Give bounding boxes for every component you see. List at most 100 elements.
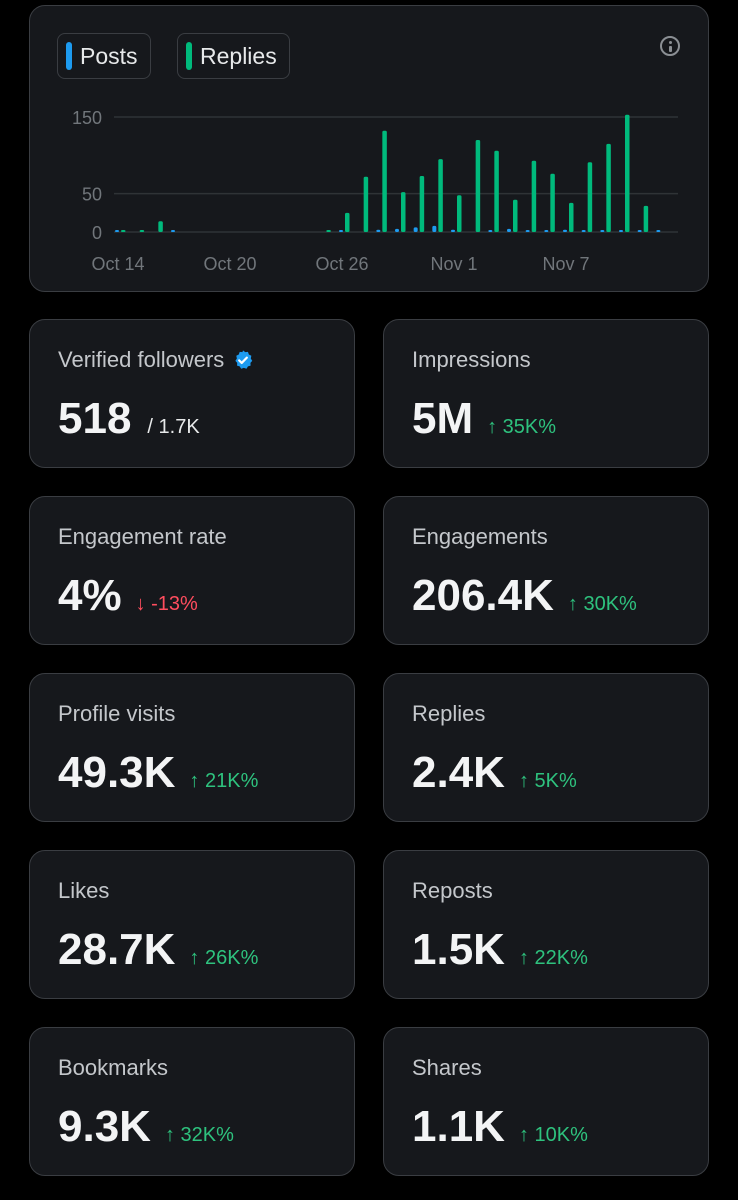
posts-bar[interactable] [414,227,418,232]
replies-bar[interactable] [158,221,163,232]
replies-bar[interactable] [401,192,406,232]
posts-bar[interactable] [656,230,660,232]
replies-bar[interactable] [457,195,462,232]
analytics-chart-card: Posts Replies 0 50 150 Oct 14 Oct 20 Oct 26 No… [29,5,709,292]
replies-bar[interactable] [513,200,518,232]
stat-value-row: 2.4K ↑ 5K% [412,748,577,798]
x-tick-label: Oct 20 [203,254,256,274]
posts-bar[interactable] [339,230,343,232]
stat-title-text: Shares [412,1055,482,1081]
stat-value: 2.4K [412,748,505,798]
stat-delta: ↑ 10K% [519,1124,588,1147]
replies-bar[interactable] [382,131,387,232]
stat-card-verified-followers[interactable]: Verified followers 518 / 1.7K [29,319,355,468]
posts-bar[interactable] [507,229,511,232]
posts-bar[interactable] [582,230,586,232]
stat-value: 4% [58,571,122,621]
replies-bar[interactable] [140,230,145,232]
stat-value-row: 49.3K ↑ 21K% [58,748,258,798]
replies-bar[interactable] [438,159,443,232]
stat-value: 1.1K [412,1102,505,1152]
engagement-bar-chart: 0 50 150 Oct 14 Oct 20 Oct 26 Nov 1 Nov 7 [30,6,710,293]
replies-bar[interactable] [625,115,630,232]
stat-value: 5M [412,394,473,444]
x-tick-label: Nov 1 [430,254,477,274]
stat-value-row: 206.4K ↑ 30K% [412,571,637,621]
stat-card-reposts[interactable]: Reposts 1.5K ↑ 22K% [383,850,709,999]
stat-title-text: Likes [58,878,109,904]
posts-bar[interactable] [488,230,492,232]
stat-value: 206.4K [412,571,554,621]
stat-value: 28.7K [58,925,175,975]
stat-card-likes[interactable]: Likes 28.7K ↑ 26K% [29,850,355,999]
replies-bar[interactable] [345,213,350,232]
stat-value: 49.3K [58,748,175,798]
stat-delta: ↑ 32K% [165,1124,234,1147]
posts-bar[interactable] [115,230,119,232]
stat-value: 518 [58,394,131,444]
posts-bar[interactable] [432,226,436,232]
stat-title: Impressions [412,347,531,373]
replies-bar[interactable] [476,140,481,232]
stat-value-row: 9.3K ↑ 32K% [58,1102,234,1152]
stat-total: / 1.7K [147,416,199,439]
replies-bar[interactable] [588,162,593,232]
stat-title-text: Reposts [412,878,493,904]
replies-bar[interactable] [644,206,649,232]
stat-delta: ↑ 22K% [519,947,588,970]
x-tick-label: Nov 7 [542,254,589,274]
stat-delta: ↑ 30K% [568,593,637,616]
stat-card-bookmarks[interactable]: Bookmarks 9.3K ↑ 32K% [29,1027,355,1176]
y-tick-label: 50 [82,185,102,205]
replies-bar[interactable] [420,176,425,232]
replies-bar[interactable] [326,230,331,232]
stat-title-text: Engagement rate [58,524,227,550]
stat-title: Profile visits [58,701,175,727]
posts-bar[interactable] [526,230,530,232]
stat-delta: ↑ 21K% [189,770,258,793]
replies-bar[interactable] [121,230,126,232]
stat-value-row: 28.7K ↑ 26K% [58,925,258,975]
y-tick-label: 0 [92,223,102,243]
stat-title-text: Verified followers [58,347,224,373]
x-tick-label: Oct 26 [315,254,368,274]
stat-delta: ↑ 35K% [487,416,556,439]
stat-value-row: 518 / 1.7K [58,394,200,444]
stat-value: 1.5K [412,925,505,975]
replies-bar[interactable] [606,144,611,232]
posts-bar[interactable] [376,230,380,232]
replies-bar[interactable] [364,177,369,232]
stat-value-row: 4% ↓ -13% [58,571,198,621]
stat-card-impressions[interactable]: Impressions 5M ↑ 35K% [383,319,709,468]
posts-bar[interactable] [171,230,175,232]
stat-title-text: Impressions [412,347,531,373]
stat-title: Likes [58,878,109,904]
stat-title: Bookmarks [58,1055,168,1081]
stat-title: Engagement rate [58,524,227,550]
stat-delta: ↑ 5K% [519,770,577,793]
posts-bar[interactable] [451,230,455,232]
stat-card-engagement-rate[interactable]: Engagement rate 4% ↓ -13% [29,496,355,645]
posts-bar[interactable] [563,230,567,232]
verified-badge-icon [232,349,254,371]
y-tick-label: 150 [72,108,102,128]
stat-title-text: Replies [412,701,485,727]
posts-bar[interactable] [619,230,623,232]
replies-bar[interactable] [550,174,555,232]
stat-card-profile-visits[interactable]: Profile visits 49.3K ↑ 21K% [29,673,355,822]
posts-bar[interactable] [638,230,642,232]
replies-bar[interactable] [532,161,537,232]
posts-bar[interactable] [600,230,604,232]
stat-card-shares[interactable]: Shares 1.1K ↑ 10K% [383,1027,709,1176]
posts-bar[interactable] [395,229,399,232]
replies-bar[interactable] [569,203,574,232]
replies-bar[interactable] [494,151,499,232]
stat-title-text: Bookmarks [58,1055,168,1081]
stat-value: 9.3K [58,1102,151,1152]
stat-card-engagements[interactable]: Engagements 206.4K ↑ 30K% [383,496,709,645]
stat-title-text: Engagements [412,524,548,550]
stat-value-row: 1.5K ↑ 22K% [412,925,588,975]
posts-bar[interactable] [544,230,548,232]
stat-title: Reposts [412,878,493,904]
stat-card-replies[interactable]: Replies 2.4K ↑ 5K% [383,673,709,822]
